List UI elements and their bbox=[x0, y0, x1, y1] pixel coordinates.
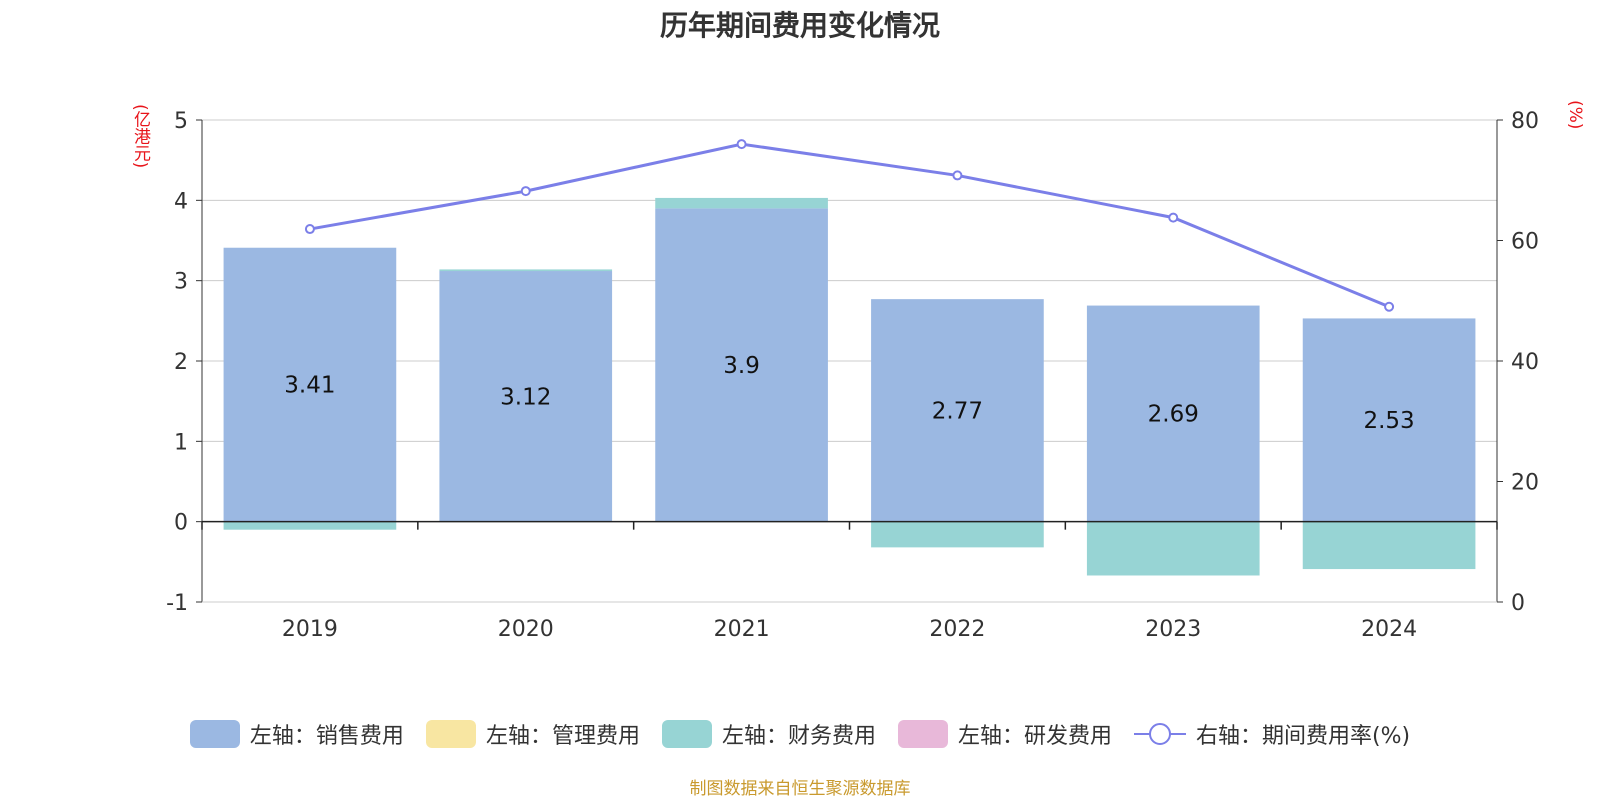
bar-3-2021 bbox=[655, 197, 828, 209]
bar-value-label: 2.77 bbox=[932, 398, 983, 424]
bar-value-label: 2.69 bbox=[1148, 402, 1199, 428]
bar-value-label: 3.9 bbox=[723, 353, 760, 379]
rate-point-2023 bbox=[1168, 212, 1179, 223]
category-label: 2023 bbox=[1145, 617, 1201, 642]
legend-label: 左轴：研发费用 bbox=[957, 724, 1112, 749]
rate-line bbox=[309, 142, 1390, 309]
legend-item[interactable]: 左轴：销售费用 bbox=[189, 718, 404, 750]
bar-3-2020 bbox=[439, 269, 613, 272]
rate-point-2020 bbox=[520, 186, 531, 197]
chart-title: 历年期间费用变化情况 bbox=[659, 9, 940, 42]
category-label: 2022 bbox=[929, 617, 985, 642]
right-tick-label: 0 bbox=[1511, 591, 1525, 616]
right-tick-label: 20 bbox=[1511, 471, 1539, 496]
bar-3-2019 bbox=[223, 521, 397, 530]
bar-1-2019 bbox=[223, 247, 397, 522]
bar-1-2022 bbox=[871, 299, 1044, 522]
legend-swatch bbox=[661, 720, 712, 748]
rate-point-2022 bbox=[952, 170, 963, 181]
bar-1-2021 bbox=[655, 208, 828, 522]
legend-swatch bbox=[425, 720, 476, 748]
rate-point-2021 bbox=[736, 139, 747, 150]
legend-item[interactable]: 右轴：期间费用率(%) bbox=[1133, 718, 1411, 750]
category-label: 2019 bbox=[282, 617, 338, 642]
rate-point-2024 bbox=[1384, 301, 1395, 312]
bar-value-label: 2.53 bbox=[1363, 408, 1414, 434]
left-tick-label: 5 bbox=[174, 109, 188, 134]
left-tick-label: 2 bbox=[174, 350, 188, 375]
chart-plot: -1 0 1 2 3 4 5 0 20 40 60 80 3.41 3.12 3.9 2.77 2.69 2.53… bbox=[166, 109, 1539, 642]
bar-value-label: 3.12 bbox=[500, 384, 551, 410]
right-tick-label: 80 bbox=[1511, 109, 1539, 134]
rate-point-2019 bbox=[304, 224, 315, 235]
right-tick-label: 60 bbox=[1511, 230, 1539, 255]
bar-3-2022 bbox=[871, 521, 1044, 548]
legend-swatch bbox=[897, 720, 948, 748]
legend-label: 左轴：财务费用 bbox=[721, 724, 876, 749]
legend-swatch bbox=[189, 720, 240, 748]
legend-label: 右轴：期间费用率(%) bbox=[1195, 724, 1411, 749]
left-tick-label: 0 bbox=[174, 511, 188, 536]
legend-item[interactable]: 左轴：研发费用 bbox=[897, 718, 1112, 750]
left-tick-label: 3 bbox=[174, 270, 188, 295]
category-label: 2021 bbox=[714, 617, 770, 642]
left-axis-unit: (亿港元) bbox=[130, 104, 150, 169]
legend-label: 左轴：销售费用 bbox=[249, 724, 404, 749]
bar-1-2020 bbox=[439, 271, 613, 522]
left-tick-label: 1 bbox=[174, 430, 188, 455]
legend-item[interactable]: 左轴：管理费用 bbox=[425, 718, 640, 750]
legend-line-marker bbox=[1133, 723, 1186, 745]
bar-value-label: 3.41 bbox=[284, 373, 335, 399]
category-label: 2020 bbox=[498, 617, 554, 642]
right-tick-label: 40 bbox=[1511, 350, 1539, 375]
bar-1-2023 bbox=[1086, 305, 1260, 522]
legend-label: 左轴：管理费用 bbox=[485, 724, 640, 749]
legend-item[interactable]: 左轴：财务费用 bbox=[661, 718, 876, 750]
category-label: 2024 bbox=[1361, 617, 1417, 642]
right-axis-unit: (%) bbox=[1565, 100, 1585, 130]
left-tick-label: 4 bbox=[174, 189, 188, 214]
chart-legend: 左轴：销售费用 左轴：管理费用 左轴：财务费用 左轴：研发费用 右轴：期间费用率(%) bbox=[0, 718, 1600, 750]
bar-3-2023 bbox=[1086, 521, 1260, 576]
bar-1-2024 bbox=[1302, 318, 1476, 522]
source-note: 制图数据来自恒生聚源数据库 bbox=[689, 779, 911, 799]
bar-3-2024 bbox=[1302, 521, 1476, 570]
left-tick-label: -1 bbox=[166, 591, 188, 616]
